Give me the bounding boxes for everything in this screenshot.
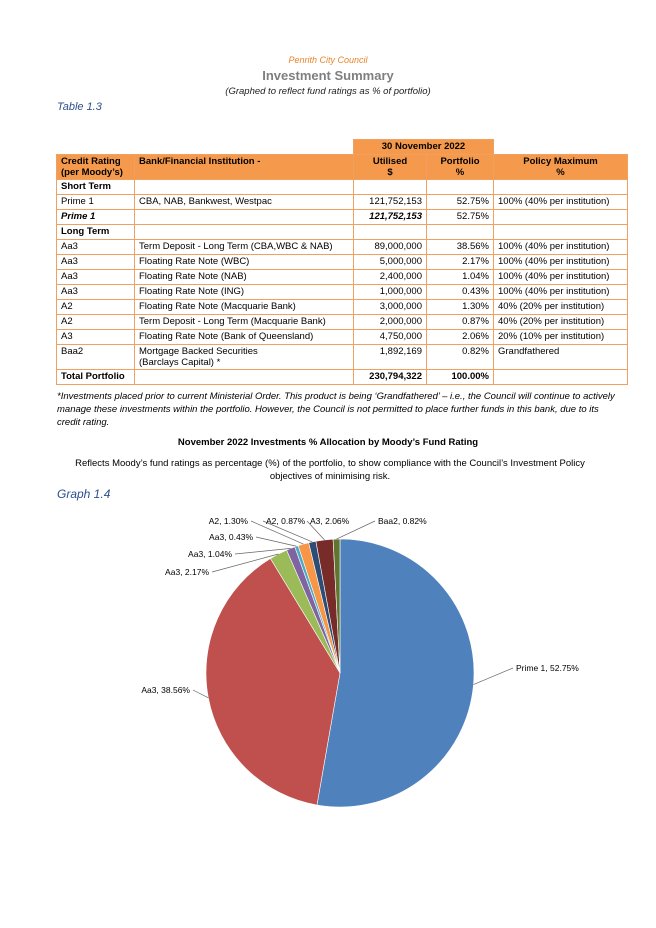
slice-label: Prime 1, 52.75% xyxy=(516,663,579,673)
slice-leader-line xyxy=(192,689,209,699)
date-header: 30 November 2022 xyxy=(353,139,494,155)
table-row: Aa3 Floating Rate Note (WBC) 5,000,000 2.1… xyxy=(56,254,628,270)
table-row: A2 Floating Rate Note (Macquarie Bank) 3,… xyxy=(56,299,628,315)
slice-label: A2, 1.30% xyxy=(209,516,249,526)
chart-description: Reflects Moody’s fund ratings as percent… xyxy=(75,458,585,482)
col-institution: Bank/Financial Institution - xyxy=(134,154,354,180)
column-header-row: Credit Rating (per Moody’s) Bank/Financia… xyxy=(56,154,628,180)
council-name: Penrith City Council xyxy=(288,55,368,65)
col-portfolio: Portfolio% xyxy=(426,154,494,180)
slice-leader-line xyxy=(306,520,325,541)
slice-leader-line xyxy=(234,548,291,555)
table-row: Baa2 Mortgage Backed Securities (Barclays… xyxy=(56,344,628,370)
slice-label: A2, 0.87% xyxy=(266,516,306,526)
slice-leader-line xyxy=(473,667,514,685)
slice-label: A3, 2.06% xyxy=(310,516,350,526)
table-row: A3 Floating Rate Note (Bank of Queensland… xyxy=(56,329,628,345)
table-row: Aa3 Floating Rate Note (NAB) 2,400,000 1.0… xyxy=(56,269,628,285)
page-subtitle: (Graphed to reflect fund ratings as % of… xyxy=(225,86,431,97)
footnote: *Investments placed prior to current Min… xyxy=(57,391,615,428)
slice-label: Aa3, 1.04% xyxy=(188,549,232,559)
slice-leader-line xyxy=(211,553,279,573)
slice-leader-line xyxy=(255,536,297,547)
section-short-term: Short Term xyxy=(56,179,628,195)
total-row: Total Portfolio 230,794,322 100.00% xyxy=(56,369,628,385)
graph-label: Graph 1.4 xyxy=(57,487,111,501)
pie-chart: Prime 1, 52.75% Aa3, 38.56% Aa3, 2.17% Aa3,… xyxy=(141,516,579,808)
col-rating: Credit Rating (per Moody’s) xyxy=(56,154,135,180)
table-row: Aa3 Term Deposit - Long Term (CBA,WBC & N… xyxy=(56,239,628,255)
page-title: Investment Summary xyxy=(262,68,394,83)
slice-label: Baa2, 0.82% xyxy=(378,516,427,526)
investment-table: 30 November 2022 Credit Rating (per Moody… xyxy=(56,139,628,385)
slice-leader-line xyxy=(336,520,376,540)
table-row: Prime 1 CBA, NAB, Bankwest, Westpac 121,… xyxy=(56,194,628,210)
pie-slice xyxy=(332,538,341,674)
slice-leader-line xyxy=(250,520,304,545)
slice-label: Aa3, 0.43% xyxy=(209,532,253,542)
col-utilised: Utilised $ xyxy=(353,154,427,180)
chart-title: November 2022 Investments % Allocation b… xyxy=(177,437,479,448)
col-policy: Policy Maximum% xyxy=(493,154,628,180)
slice-leader-line xyxy=(262,520,313,543)
slice-label: Aa3, 38.56% xyxy=(141,685,190,695)
pie-slice xyxy=(316,538,475,808)
table-label: Table 1.3 xyxy=(57,101,102,113)
slice-label: Aa3, 2.17% xyxy=(165,567,209,577)
subtotal-row: Prime 1 121,752,153 52.75% xyxy=(56,209,628,225)
table-row: A2 Term Deposit - Long Term (Macquarie Ba… xyxy=(56,314,628,330)
section-long-term: Long Term xyxy=(56,224,628,240)
table-row: Aa3 Floating Rate Note (ING) 1,000,000 0.4… xyxy=(56,284,628,300)
date-header-row: 30 November 2022 xyxy=(57,139,628,155)
